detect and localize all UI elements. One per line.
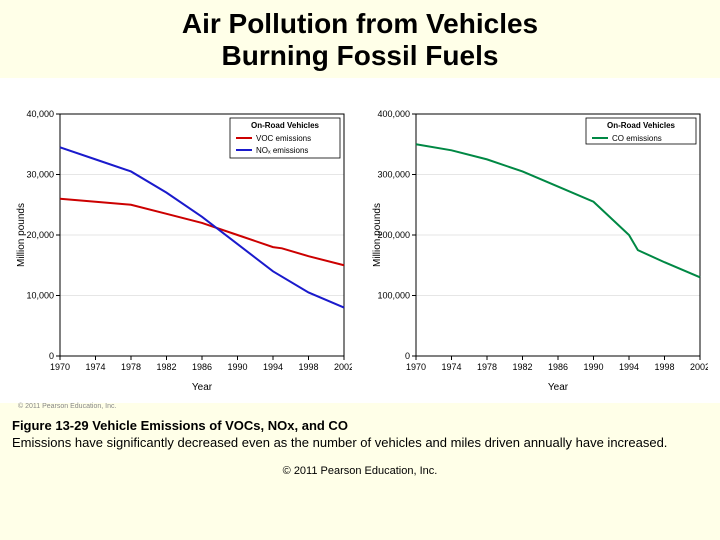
- legend-label: VOC emissions: [256, 134, 311, 143]
- title-line-2: Burning Fossil Fuels: [222, 40, 499, 71]
- xtick-label: 1974: [441, 362, 461, 372]
- ytick-label: 400,000: [377, 109, 410, 119]
- charts-row: 0 10,000 20,000 30,000 40,000 1970 1974 1978 198…: [0, 78, 720, 403]
- chart-left: 0 10,000 20,000 30,000 40,000 1970 1974 1978 198…: [12, 86, 352, 401]
- xtick-label: 1970: [406, 362, 426, 372]
- legend-title: On-Road Vehicles: [251, 121, 320, 130]
- xtick-label: 1978: [121, 362, 141, 372]
- xtick-label: 2002: [690, 362, 708, 372]
- xtick-label: 1998: [654, 362, 674, 372]
- xlabel: Year: [548, 382, 569, 393]
- chart-right: 0100,000200,000300,000400,00019701974197…: [368, 86, 708, 401]
- ytick-label: 40,000: [26, 109, 54, 119]
- xlabel: Year: [192, 382, 213, 393]
- xtick-label: 1990: [227, 362, 247, 372]
- xtick-label: 1970: [50, 362, 70, 372]
- ylabel: Million pounds: [16, 203, 27, 267]
- ytick-label: 100,000: [377, 291, 410, 301]
- xtick-label: 1990: [583, 362, 603, 372]
- figure-body: Emissions have significantly decreased e…: [12, 435, 667, 450]
- ytick-label: 10,000: [26, 291, 54, 301]
- legend-title: On-Road Vehicles: [607, 121, 676, 130]
- xtick-label: 1994: [619, 362, 639, 372]
- copyright: © 2011 Pearson Education, Inc.: [0, 451, 720, 477]
- xtick-label: 1982: [156, 362, 176, 372]
- series-line: [60, 199, 344, 266]
- fineprint: © 2011 Pearson Education, Inc.: [0, 403, 720, 410]
- series-line: [416, 145, 700, 278]
- xtick-label: 1994: [263, 362, 283, 372]
- xtick-label: 1978: [477, 362, 497, 372]
- chart-svg: 0 10,000 20,000 30,000 40,000 1970 1974 1978 198…: [12, 86, 352, 396]
- ytick-label: 300,000: [377, 170, 410, 180]
- ytick-label: 20,000: [26, 230, 54, 240]
- ytick-label: 30,000: [26, 170, 54, 180]
- xtick-label: 2002: [334, 362, 352, 372]
- legend-label: CO emissions: [612, 134, 662, 143]
- xtick-label: 1982: [512, 362, 532, 372]
- xtick-label: 1986: [548, 362, 568, 372]
- series-line: [60, 148, 344, 308]
- figure-label: Figure 13-29 Vehicle Emissions of VOCs, …: [12, 418, 348, 433]
- xtick-label: 1974: [85, 362, 105, 372]
- figure-caption: Figure 13-29 Vehicle Emissions of VOCs, …: [0, 410, 720, 451]
- ylabel: Million pounds: [372, 203, 383, 267]
- ytick-label: 0: [405, 351, 410, 361]
- xtick-label: 1998: [298, 362, 318, 372]
- chart-svg: 0100,000200,000300,000400,00019701974197…: [368, 86, 708, 396]
- xtick-label: 1986: [192, 362, 212, 372]
- legend-label: NOₓ emissions: [256, 146, 308, 155]
- page-title: Air Pollution from Vehicles Burning Foss…: [0, 0, 720, 74]
- ytick-label: 0: [49, 351, 54, 361]
- title-line-1: Air Pollution from Vehicles: [182, 8, 538, 39]
